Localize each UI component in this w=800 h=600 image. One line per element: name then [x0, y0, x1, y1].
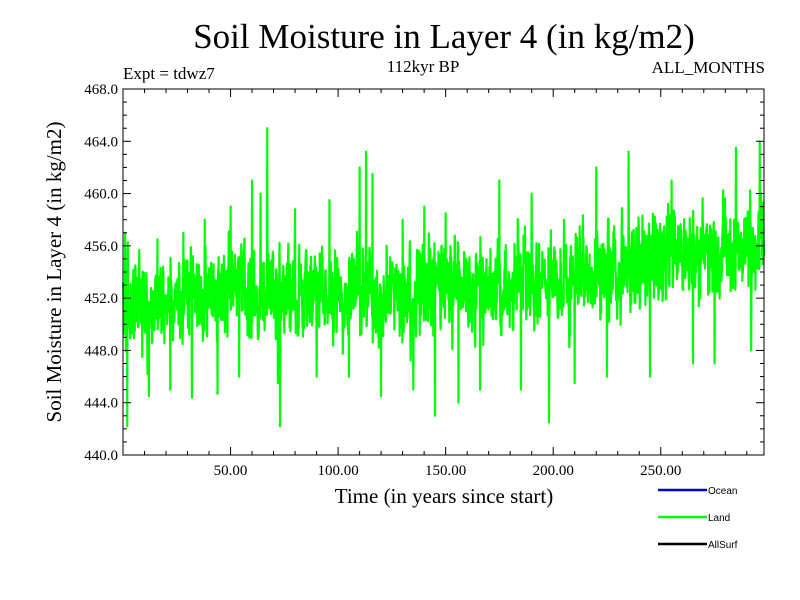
legend-label-allsurf: AllSurf: [708, 540, 738, 551]
legend: Ocean Land AllSurf: [658, 486, 738, 551]
y-axis-label: Soil Moisture in Layer 4 (in kg/m2): [42, 122, 66, 423]
months-label: ALL_MONTHS: [652, 58, 765, 77]
y-tick-label: 448.0: [84, 343, 118, 359]
tick-labels: 50.00 100.00 150.00 200.00 250.00 440.0 444.0 4…: [84, 82, 681, 479]
series-line-land: [121, 127, 766, 428]
x-tick-label: 200.00: [533, 463, 574, 479]
x-tick-label: 100.00: [317, 463, 358, 479]
chart-title: Soil Moisture in Layer 4 (in kg/m2): [193, 17, 695, 56]
y-tick-label: 456.0: [84, 239, 118, 255]
y-tick-label: 452.0: [84, 291, 118, 307]
x-axis-label: Time (in years since start): [335, 484, 554, 508]
x-tick-label: 50.00: [214, 463, 248, 479]
x-tick-label: 150.00: [425, 463, 466, 479]
legend-label-land: Land: [708, 513, 730, 524]
y-tick-label: 468.0: [84, 82, 118, 98]
plot-data: [121, 127, 766, 428]
y-tick-label: 440.0: [84, 448, 118, 464]
period-label: 112kyr BP: [387, 57, 460, 76]
y-tick-label: 444.0: [84, 396, 118, 412]
y-tick-label: 464.0: [84, 134, 118, 150]
axis-ticks: [123, 88, 764, 456]
x-tick-label: 250.00: [640, 463, 681, 479]
legend-label-ocean: Ocean: [708, 486, 737, 497]
experiment-label: Expt = tdwz7: [123, 64, 215, 83]
y-tick-label: 460.0: [84, 187, 118, 203]
